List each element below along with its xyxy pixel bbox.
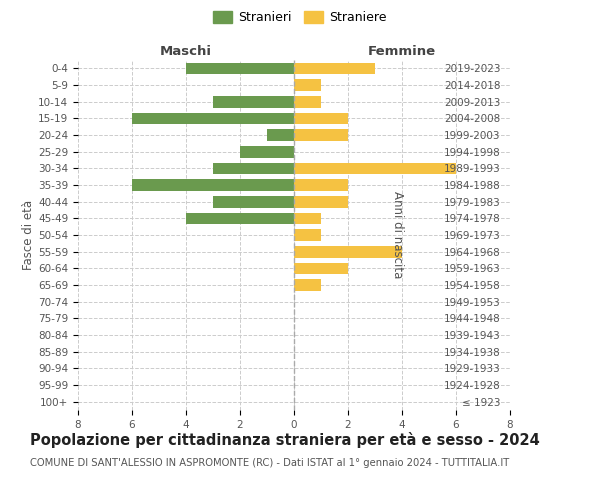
Legend: Stranieri, Straniere: Stranieri, Straniere [208,6,392,29]
Y-axis label: Anni di nascita: Anni di nascita [391,192,404,278]
Bar [294,212,321,224]
Bar [294,279,321,291]
Y-axis label: Fasce di età: Fasce di età [22,200,35,270]
Bar [132,112,294,124]
Bar [294,62,375,74]
Bar [294,196,348,207]
Bar [132,179,294,191]
Bar [294,112,348,124]
Text: Maschi: Maschi [160,44,212,58]
Bar [213,162,294,174]
Bar [186,212,294,224]
Bar [294,246,402,258]
Bar [240,146,294,158]
Bar [294,179,348,191]
Bar [294,79,321,91]
Bar [186,62,294,74]
Text: Popolazione per cittadinanza straniera per età e sesso - 2024: Popolazione per cittadinanza straniera p… [30,432,540,448]
Bar [294,162,456,174]
Text: COMUNE DI SANT'ALESSIO IN ASPROMONTE (RC) - Dati ISTAT al 1° gennaio 2024 - TUTT: COMUNE DI SANT'ALESSIO IN ASPROMONTE (RC… [30,458,509,468]
Bar [294,129,348,141]
Bar [213,96,294,108]
Bar [267,129,294,141]
Bar [294,229,321,241]
Bar [294,96,321,108]
Bar [294,262,348,274]
Text: Femmine: Femmine [368,44,436,58]
Bar [213,196,294,207]
